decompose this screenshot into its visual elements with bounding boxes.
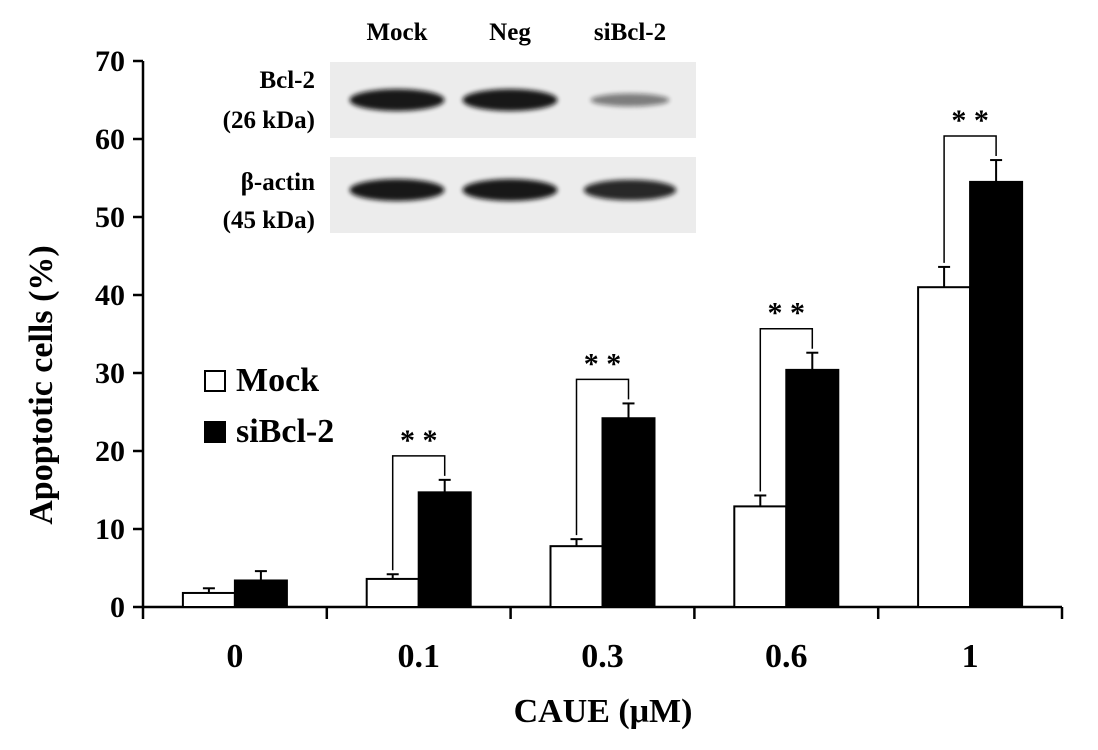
band-label-actin: β-actin	[241, 169, 315, 196]
significance-label: * *	[584, 347, 622, 380]
bar-sibcl2	[601, 417, 656, 608]
x-tick-label: 0	[226, 638, 243, 675]
y-tick-label: 10	[95, 513, 125, 546]
y-tick-label: 0	[110, 591, 125, 624]
bar-mock	[549, 545, 604, 608]
blot-band	[462, 179, 558, 201]
significance-bracket	[391, 455, 446, 571]
significance-label: * *	[951, 104, 989, 137]
blot-band	[583, 179, 677, 201]
bar-sibcl2	[233, 579, 288, 608]
western-blot-inset: Mock Neg siBcl-2 Bcl-2 (26 kDa) β-actin …	[223, 19, 696, 234]
bar-sibcl2	[785, 368, 840, 608]
band-label-bcl2: Bcl-2	[259, 67, 315, 94]
band-sublabel-actin: (45 kDa)	[223, 207, 315, 234]
y-axis-ticks: 0 10 20 30 40 50 60 70	[95, 45, 143, 624]
legend: Mock siBcl-2	[204, 362, 334, 450]
legend-label-mock: Mock	[236, 362, 319, 399]
legend-swatch-sibcl2	[204, 421, 226, 443]
y-tick-label: 30	[95, 357, 125, 390]
y-tick-label: 40	[95, 279, 125, 312]
lane-label-sibcl2: siBcl-2	[594, 19, 666, 46]
bar-mock	[917, 286, 972, 608]
lane-label-mock: Mock	[366, 19, 427, 46]
y-axis-label: Apoptotic cells (%)	[23, 245, 60, 525]
significance-brackets: * * * * * * * *	[391, 104, 997, 571]
blot-band	[349, 179, 445, 201]
y-tick-label: 60	[95, 123, 125, 156]
x-tick-label: 0.3	[581, 638, 624, 675]
band-sublabel-bcl2: (26 kDa)	[223, 107, 315, 134]
bar-mock	[733, 505, 788, 609]
significance-label: * *	[400, 424, 438, 457]
legend-label-sibcl2: siBcl-2	[236, 413, 334, 450]
bar-sibcl2	[969, 180, 1024, 608]
x-tick-label: 1	[962, 638, 979, 675]
x-axis-label: CAUE (μM)	[514, 693, 693, 730]
x-tick-label: 0.1	[397, 638, 440, 675]
lane-label-neg: Neg	[489, 19, 531, 46]
blot-band	[590, 93, 670, 107]
bar-sibcl2	[417, 491, 472, 608]
x-tick-label: 0.6	[765, 638, 808, 675]
significance-bracket	[943, 135, 997, 263]
error-bars	[202, 159, 1003, 593]
y-tick-label: 20	[95, 435, 125, 468]
x-axis-ticks: 0 0.1 0.3 0.6 1	[141, 607, 1064, 675]
y-tick-label: 50	[95, 201, 125, 234]
significance-bracket	[575, 378, 630, 536]
blot-band	[349, 89, 445, 111]
significance-label: * *	[768, 297, 806, 330]
legend-swatch-mock	[204, 370, 226, 392]
significance-bracket	[759, 327, 814, 492]
bar-mock	[181, 591, 236, 609]
blot-band	[462, 89, 558, 111]
bar-mock	[365, 577, 420, 608]
y-tick-label: 70	[95, 45, 125, 78]
